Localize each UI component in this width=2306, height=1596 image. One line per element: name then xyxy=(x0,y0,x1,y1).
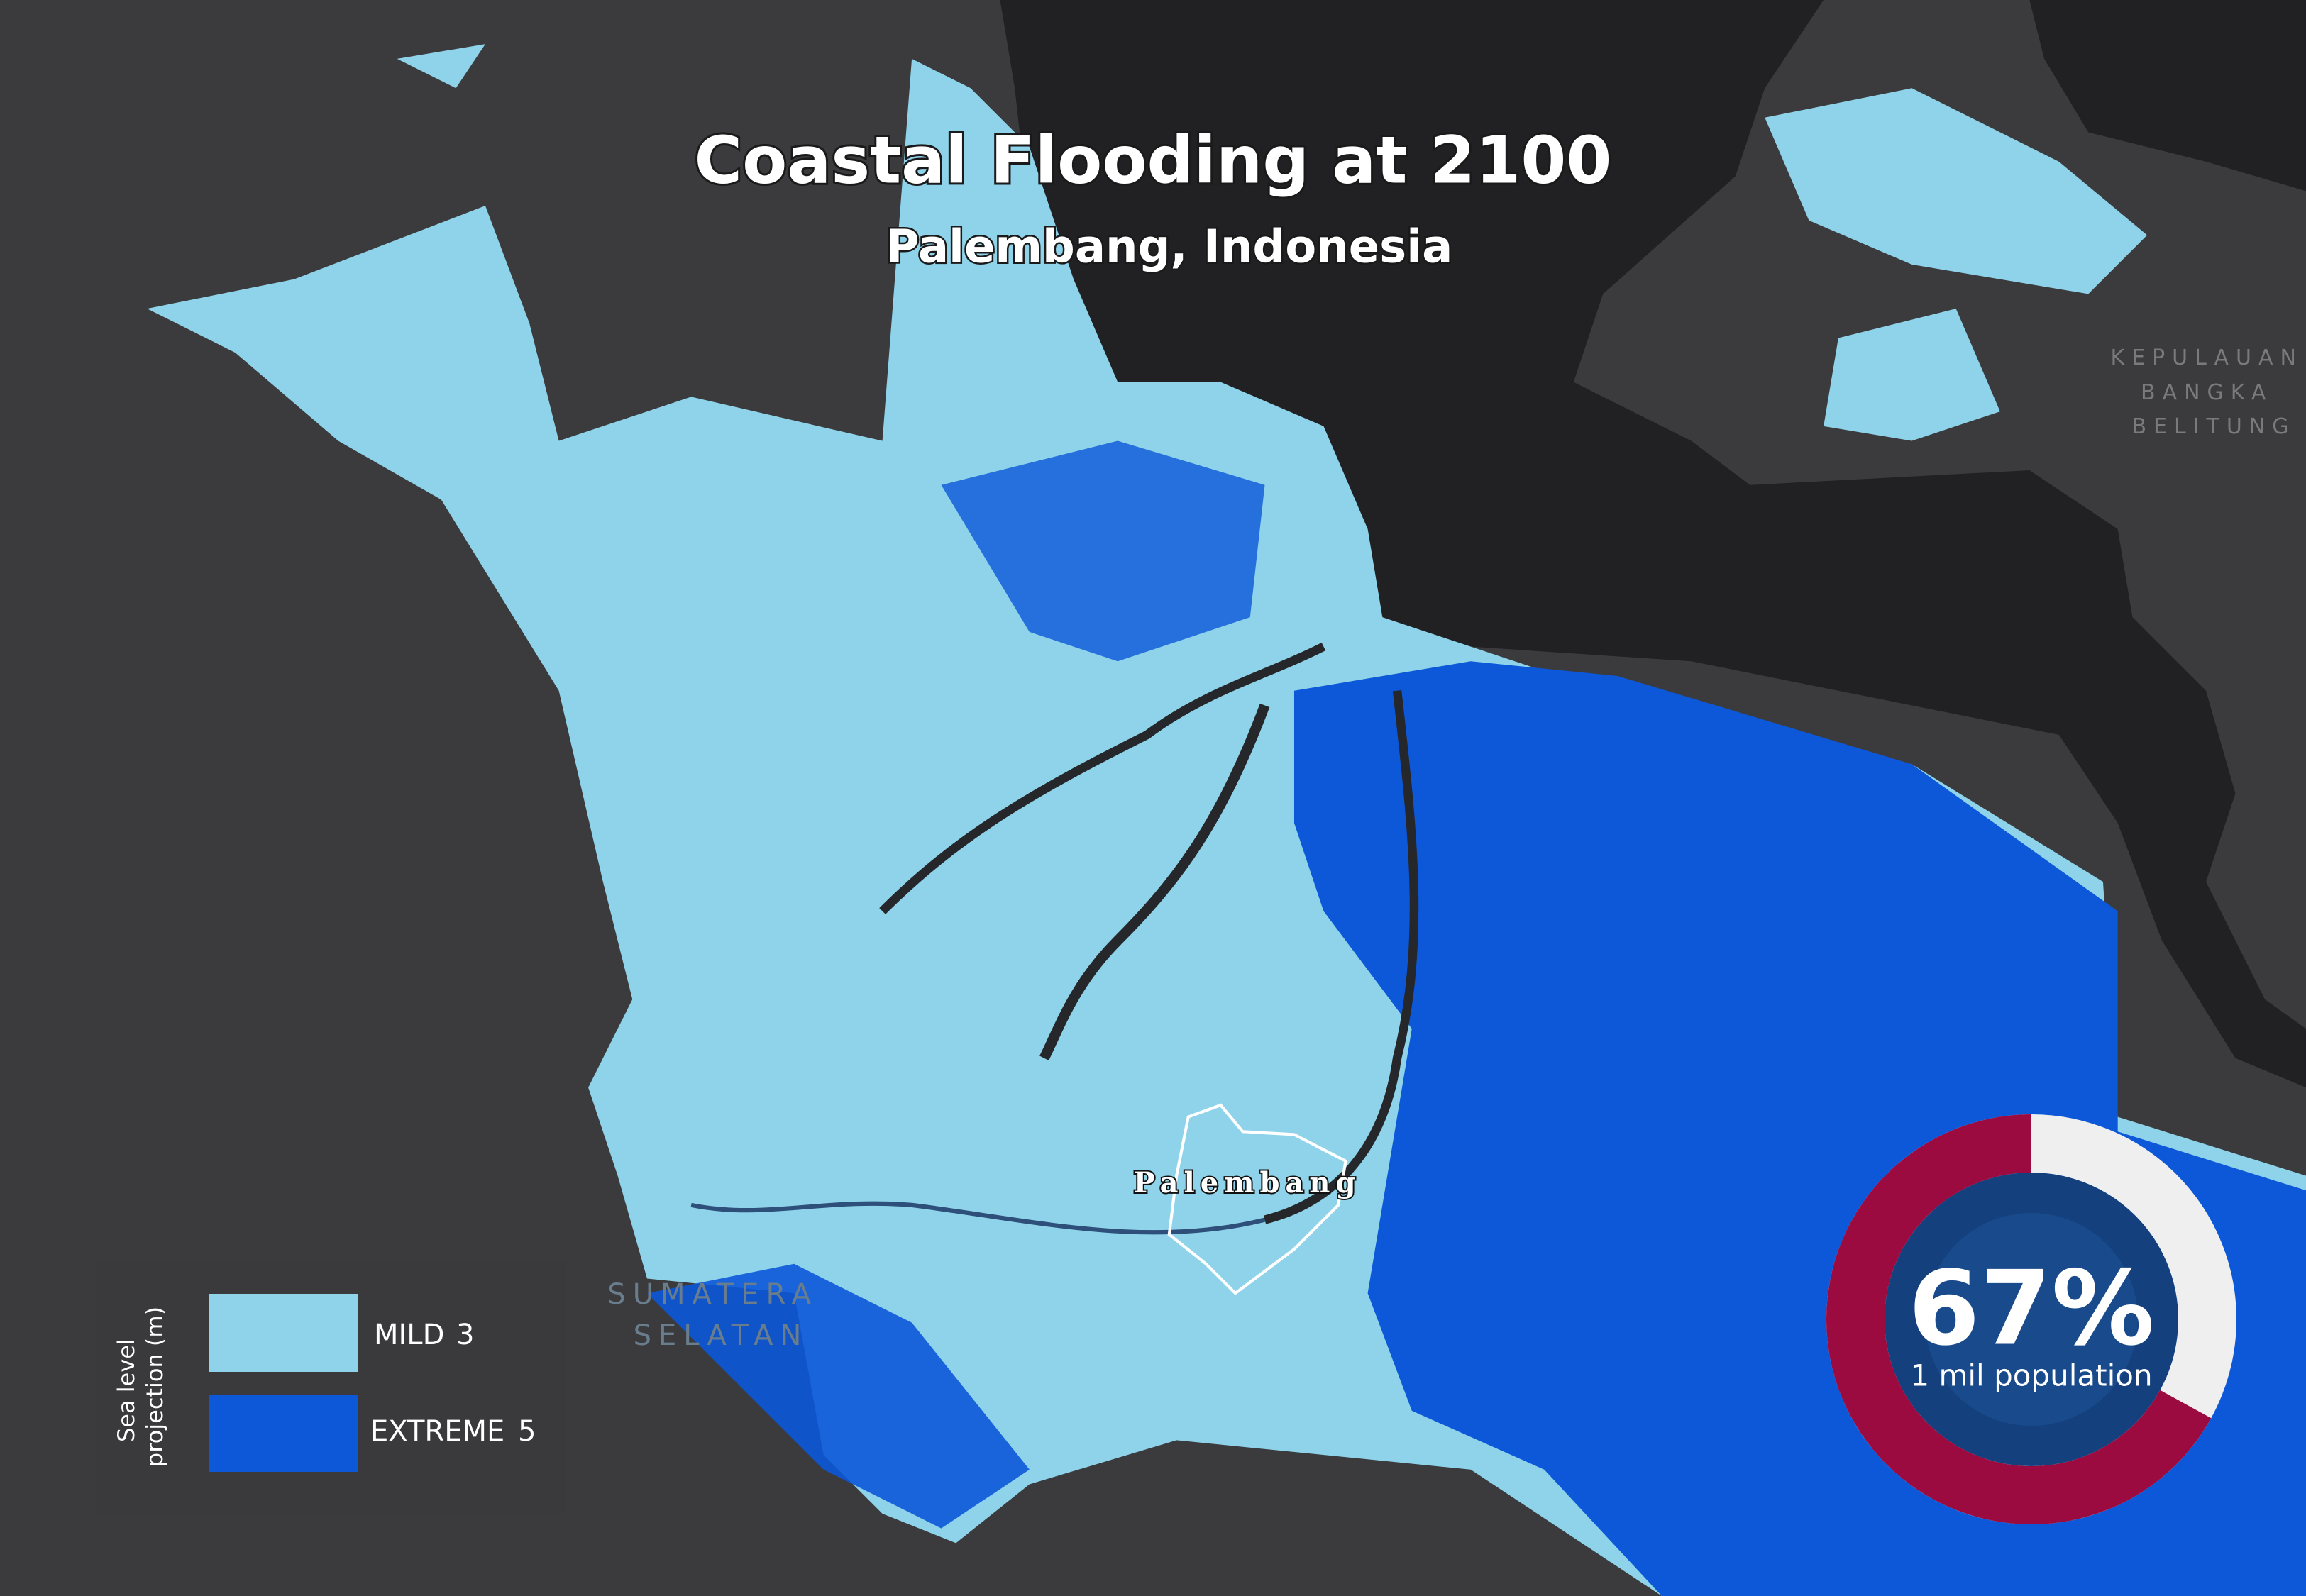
flood-mild xyxy=(1765,88,2148,294)
flood-mild xyxy=(1824,309,2000,441)
legend: Sea level projection (m) MILD 3 EXTREME … xyxy=(96,1260,566,1514)
donut-caption: 1 mil population xyxy=(1910,1358,2152,1393)
legend-swatch xyxy=(209,1395,358,1472)
map-geometry xyxy=(147,0,2306,1596)
river xyxy=(879,643,1326,914)
title: Coastal Flooding at 2100 xyxy=(695,122,1612,198)
legend-label: EXTREME xyxy=(370,1415,504,1448)
donut-label: 67% xyxy=(1908,1249,2154,1369)
region-line: SUMATERA xyxy=(607,1278,818,1311)
sea xyxy=(2029,0,2306,192)
region-line: BANGKA xyxy=(2141,380,2273,405)
donut-arc xyxy=(1826,1114,2212,1524)
donut: 67% 1 mil population xyxy=(1826,1114,2236,1524)
legend-value: 3 xyxy=(456,1319,474,1351)
river xyxy=(690,1201,1266,1235)
flood-extreme xyxy=(941,440,1265,662)
region-label: SUMATERA SELATAN xyxy=(607,1278,834,1352)
city-outline xyxy=(1167,1103,1347,1295)
legend-swatch xyxy=(209,1294,358,1372)
region-line: BELITUNG xyxy=(2131,414,2295,439)
legend-title-line: Sea level xyxy=(113,1339,140,1442)
region-label: KEPULAUAN BANGKA BELITUNG xyxy=(2110,345,2306,439)
flood-mild xyxy=(397,44,485,89)
region-line: SELATAN xyxy=(634,1319,809,1352)
legend-label: MILD xyxy=(374,1319,444,1351)
legend-title: Sea level projection (m) xyxy=(113,1307,168,1467)
donut-texture xyxy=(1925,1213,2138,1426)
region-line: KEPULAUAN xyxy=(2110,345,2303,370)
flood-extreme xyxy=(646,1263,1030,1529)
river xyxy=(1264,690,1419,1224)
place-label: Palembang xyxy=(1134,1166,1362,1199)
sea xyxy=(1000,0,2306,1088)
legend-value: 5 xyxy=(518,1415,536,1448)
river xyxy=(1039,703,1270,1060)
subtitle: Palembang, Indonesia xyxy=(886,221,1453,274)
legend-title-line: projection (m) xyxy=(141,1307,168,1467)
